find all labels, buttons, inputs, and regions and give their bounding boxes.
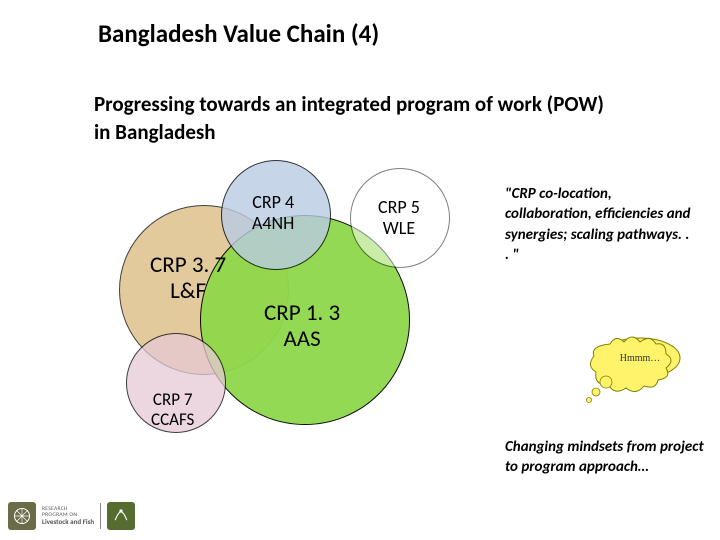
thought-bubble: Hmmm… [580, 330, 690, 410]
venn-label-crp5-wle: CRP 5 WLE [378, 197, 420, 238]
venn-label-crp4-a4nh: CRP 4 A4NH [252, 192, 294, 233]
mindsets-text: Changing mindsets from project to progra… [505, 438, 705, 477]
partner-logo-icon [107, 502, 135, 530]
cgiar-logo-icon [8, 502, 36, 530]
slide: Bangladesh Value Chain (4) Progressing t… [0, 0, 720, 540]
venn-label-crp13-aas: CRP 1. 3 AAS [264, 300, 340, 353]
slide-title: Bangladesh Value Chain (4) [98, 18, 379, 49]
venn-label-crp37-lf: CRP 3. 7 L&F [150, 252, 226, 305]
slide-subtitle: Progressing towards an integrated progra… [94, 90, 624, 147]
logo-text-block: RESEARCH PROGRAM ON Livestock and Fish [42, 507, 94, 525]
thought-text: Hmmm… [620, 353, 661, 364]
logo-area: RESEARCH PROGRAM ON Livestock and Fish [8, 502, 135, 530]
quote-text: "CRP co-location, collaboration, efficie… [505, 184, 695, 265]
logo-line3: Livestock and Fish [42, 518, 94, 525]
venn-label-crp7-ccafs: CRP 7 CCAFS [151, 390, 194, 429]
